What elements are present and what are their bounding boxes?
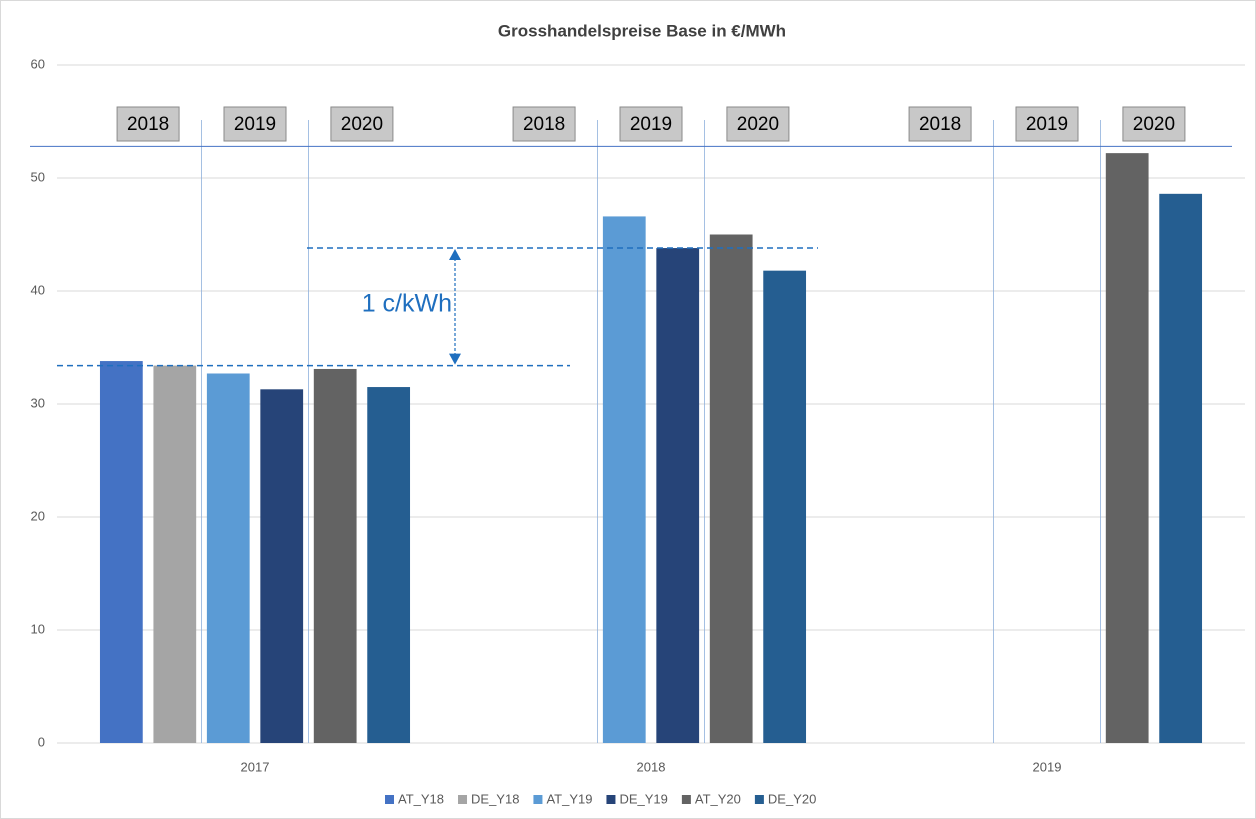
- bar: [1159, 193, 1203, 743]
- legend-swatch: [606, 795, 616, 804]
- year-box: [726, 106, 790, 142]
- y-tick-label: 20: [31, 508, 45, 523]
- legend-swatch: [681, 795, 691, 804]
- legend-label: AT_Y20: [695, 791, 741, 806]
- bar: [1105, 153, 1149, 743]
- x-tick-label: 2019: [1033, 759, 1062, 774]
- year-box-label: 2019: [630, 114, 672, 135]
- bar: [99, 361, 143, 743]
- bar: [367, 387, 411, 743]
- year-box-label: 2018: [523, 114, 565, 135]
- bar: [763, 270, 807, 743]
- arrow-head: [449, 353, 461, 365]
- bar: [656, 248, 700, 743]
- y-tick-label: 30: [31, 395, 45, 410]
- chart-title: Grosshandelspreise Base in €/MWh: [498, 21, 786, 40]
- bar: [709, 234, 753, 743]
- bar: [313, 368, 357, 743]
- year-box: [1122, 106, 1186, 142]
- annotation: 1 c/kWh: [362, 289, 452, 317]
- bar: [602, 216, 646, 744]
- year-box: [1015, 106, 1079, 142]
- bar: [206, 373, 250, 743]
- year-box-label: 2020: [1133, 114, 1175, 135]
- legend-label: DE_Y18: [471, 791, 519, 806]
- bar: [260, 389, 304, 743]
- year-box: [116, 106, 180, 142]
- year-box: [619, 106, 683, 142]
- x-tick-label: 2018: [637, 759, 666, 774]
- year-box-label: 2018: [127, 114, 169, 135]
- year-box-label: 2019: [1026, 114, 1068, 135]
- bar: [153, 365, 197, 743]
- y-tick-label: 10: [31, 621, 45, 636]
- legend-swatch: [533, 795, 543, 804]
- year-box: [223, 106, 287, 142]
- legend-label: DE_Y20: [768, 791, 816, 806]
- year-box-label: 2018: [919, 114, 961, 135]
- legend-label: DE_Y19: [619, 791, 667, 806]
- legend-swatch: [458, 795, 468, 804]
- legend-swatch: [385, 795, 394, 804]
- y-tick-label: 60: [31, 56, 45, 71]
- y-tick-label: 50: [31, 169, 45, 184]
- arrow-head: [449, 249, 461, 261]
- year-box-label: 2020: [737, 114, 779, 135]
- legend-label: AT_Y19: [546, 791, 592, 806]
- x-tick-label: 2017: [241, 759, 270, 774]
- year-box-label: 2020: [341, 114, 383, 135]
- year-box: [512, 106, 576, 142]
- legend-swatch: [754, 795, 764, 804]
- y-tick-label: 0: [38, 734, 45, 749]
- year-box-label: 2019: [234, 114, 276, 135]
- year-box: [908, 106, 972, 142]
- year-box: [330, 106, 394, 142]
- legend-label: AT_Y18: [398, 791, 444, 806]
- y-tick-label: 40: [31, 282, 45, 297]
